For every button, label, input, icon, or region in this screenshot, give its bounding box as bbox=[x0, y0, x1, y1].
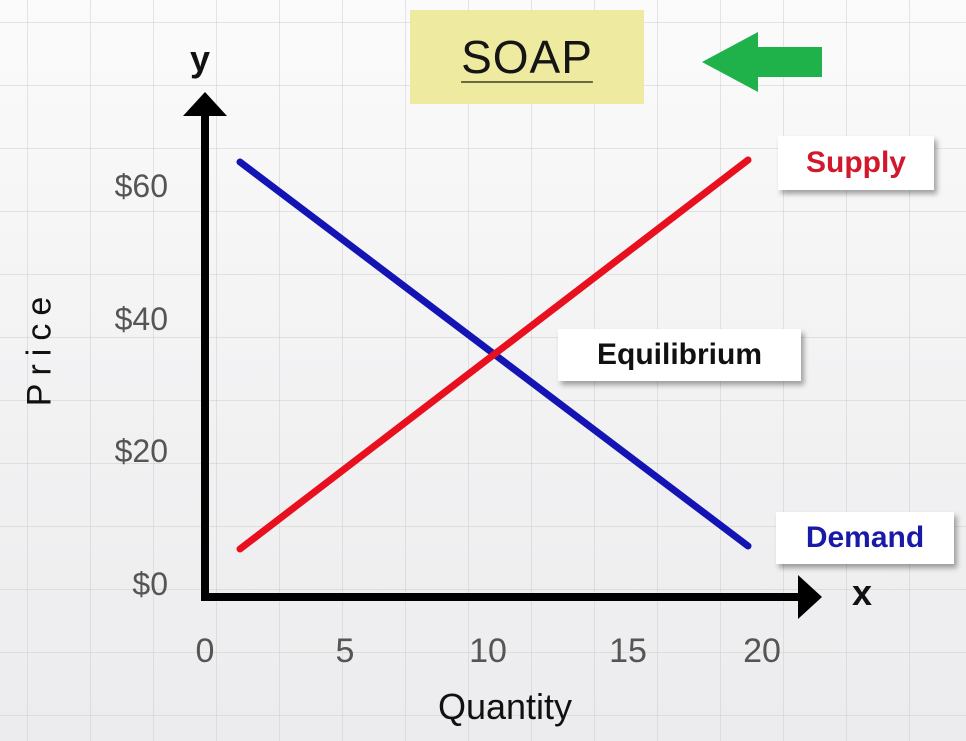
x-tick-5: 5 bbox=[335, 632, 355, 670]
x-axis-label: Quantity bbox=[437, 686, 573, 727]
chart-title: SOAP bbox=[461, 31, 593, 83]
x-axis-arrowhead bbox=[798, 575, 822, 619]
title-box: SOAP bbox=[410, 10, 644, 104]
supply-label: Supply bbox=[778, 136, 934, 190]
y-tick-0: $0 bbox=[132, 566, 168, 602]
x-tick-20: 20 bbox=[743, 632, 781, 670]
y-tick-60: $60 bbox=[114, 168, 168, 204]
demand-label: Demand bbox=[776, 512, 954, 564]
x-axis-letter: x bbox=[852, 572, 873, 613]
y-tick-20: $20 bbox=[114, 433, 168, 469]
y-tick-40: $40 bbox=[114, 301, 168, 337]
x-tick-15: 15 bbox=[609, 632, 647, 670]
y-axis-arrowhead bbox=[183, 92, 227, 116]
y-axis-letter: y bbox=[190, 38, 211, 79]
x-tick-0: 0 bbox=[195, 632, 215, 670]
supply-line bbox=[236, 156, 752, 553]
green-left-arrow-icon bbox=[702, 32, 822, 92]
x-tick-10: 10 bbox=[469, 632, 507, 670]
equilibrium-label: Equilibrium bbox=[558, 329, 801, 381]
y-axis-label: Price bbox=[20, 288, 59, 407]
